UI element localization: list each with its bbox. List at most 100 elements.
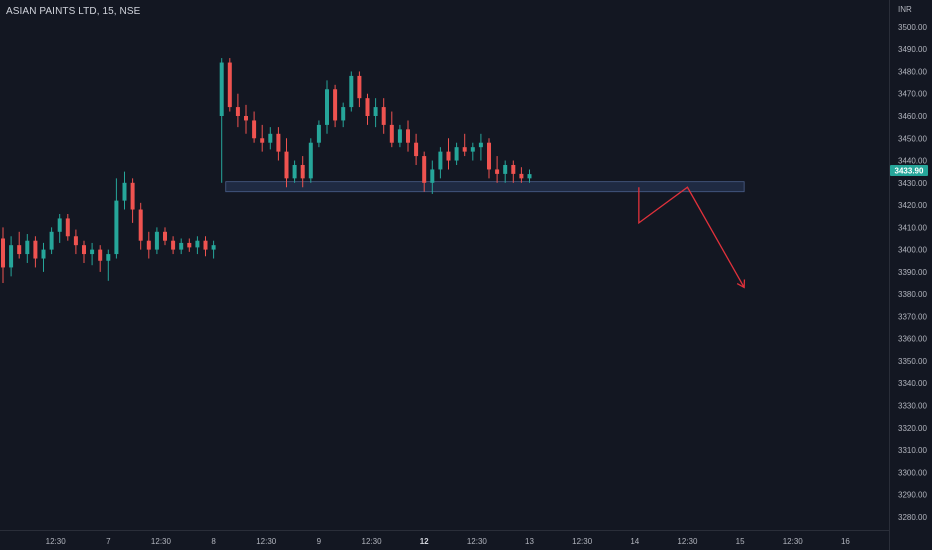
candle-body — [219, 62, 224, 116]
candle — [478, 133, 483, 161]
candle-body — [1, 238, 5, 268]
candle-body — [300, 164, 305, 179]
candle-body — [195, 240, 200, 248]
candle — [308, 138, 313, 183]
candle-body — [268, 133, 273, 143]
candle-body — [65, 218, 70, 237]
last-price-badge — [890, 165, 928, 176]
candle-body — [244, 115, 248, 121]
price-axis[interactable]: 3280.00 3290.00 3300.00 3310.00 3320.00 3330.… — [898, 23, 927, 522]
candle — [9, 236, 14, 277]
candle-body — [389, 124, 394, 143]
candle — [90, 242, 95, 266]
candle — [519, 167, 524, 183]
time-tick-label: 14 — [630, 537, 639, 546]
candle — [430, 160, 435, 194]
candle — [268, 127, 273, 150]
candle — [300, 156, 305, 188]
candle-body — [260, 138, 265, 143]
candle-body — [397, 129, 402, 143]
candle-body — [203, 240, 208, 250]
time-tick-label: 12 — [420, 537, 429, 546]
candle-body — [171, 240, 176, 250]
support-zone[interactable] — [225, 181, 745, 193]
price-tick-label: 3280.00 — [898, 513, 927, 522]
price-tick-label: 3430.00 — [898, 179, 927, 188]
candle — [138, 202, 143, 250]
candle-body — [146, 240, 151, 250]
currency-label: INR — [898, 5, 912, 14]
candle — [114, 178, 119, 259]
candle-body — [341, 107, 346, 121]
candle — [527, 169, 532, 183]
projection-path[interactable] — [638, 186, 745, 288]
candle — [470, 142, 475, 161]
candle — [106, 249, 111, 281]
candle — [276, 127, 281, 161]
candle-body — [163, 231, 167, 241]
price-tick-label: 3450.00 — [898, 134, 927, 143]
price-tick-label: 3400.00 — [898, 246, 927, 255]
candle — [357, 71, 362, 108]
candle-body — [49, 231, 54, 250]
candle — [244, 104, 248, 134]
candle — [187, 238, 192, 252]
time-axis[interactable]: 12:30 7 12:30 8 12:30 9 12:30 12 12:30 13 12:30 14 1… — [46, 537, 851, 546]
candle-body — [98, 249, 103, 261]
candle-body — [138, 209, 143, 241]
price-tick-label: 3320.00 — [898, 424, 927, 433]
candle-body — [57, 218, 62, 232]
candle-body — [527, 174, 532, 179]
symbol-title: ASIAN PAINTS LTD, 15, NSE — [6, 6, 141, 17]
price-tick-label: 3390.00 — [898, 268, 927, 277]
candle-body — [325, 89, 329, 125]
candle-body — [511, 164, 516, 174]
candle-body — [381, 107, 386, 125]
price-tick-label: 3410.00 — [898, 223, 927, 232]
candle-body — [276, 133, 281, 152]
candle — [446, 138, 451, 170]
time-tick-label: 16 — [841, 537, 850, 546]
candle-body — [90, 249, 95, 255]
candle — [73, 229, 78, 255]
candle-body — [211, 245, 216, 250]
last-price-value: 3433.90 — [895, 167, 924, 176]
candle-body — [373, 107, 378, 116]
candle-body — [227, 62, 232, 108]
price-tick-label: 3380.00 — [898, 290, 927, 299]
price-tick-label: 3470.00 — [898, 90, 927, 99]
time-tick-label: 8 — [211, 537, 216, 546]
candle-body — [406, 129, 410, 143]
candle-body — [357, 75, 362, 99]
candle-body — [17, 245, 22, 255]
time-tick-label: 12:30 — [467, 537, 488, 546]
candle — [195, 236, 200, 255]
candle-body — [462, 147, 467, 152]
candle — [422, 151, 427, 192]
candle — [462, 133, 467, 157]
candle-body — [414, 142, 419, 157]
candle — [227, 58, 232, 112]
candle-body — [308, 142, 313, 179]
candle-body — [487, 142, 491, 170]
candle-body — [430, 169, 435, 183]
candle-body — [106, 254, 111, 261]
time-tick-label: 15 — [736, 537, 745, 546]
candle — [325, 80, 329, 134]
time-tick-label: 12:30 — [256, 537, 277, 546]
candle-body — [33, 240, 38, 259]
candle-body — [333, 89, 338, 121]
candle — [292, 160, 297, 183]
candle — [82, 240, 86, 263]
candle — [163, 227, 167, 246]
candle — [203, 236, 208, 257]
time-tick-label: 13 — [525, 537, 534, 546]
candle — [41, 242, 46, 272]
price-tick-label: 3310.00 — [898, 446, 927, 455]
candle-body — [292, 164, 297, 179]
candle-body — [122, 182, 127, 201]
candle — [98, 245, 103, 272]
price-tick-label: 3350.00 — [898, 357, 927, 366]
candle-body — [519, 173, 524, 179]
